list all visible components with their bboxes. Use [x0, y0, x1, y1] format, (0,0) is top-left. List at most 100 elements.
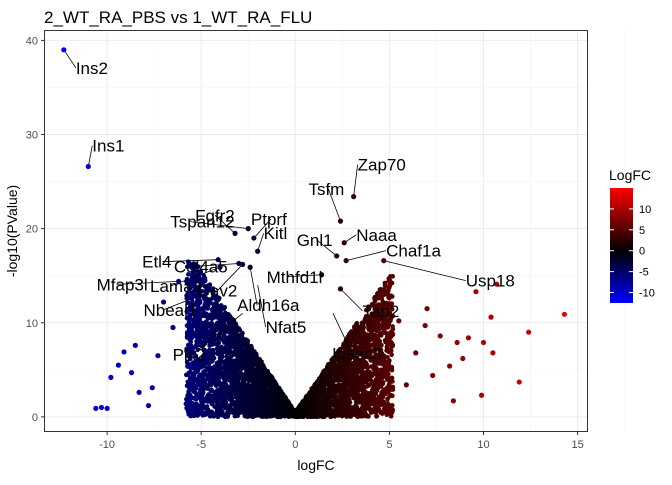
- cloud-point: [269, 376, 274, 381]
- data-point: [251, 235, 257, 241]
- cloud-point: [194, 413, 200, 418]
- cloud-point: [259, 396, 265, 402]
- cloud-point: [203, 320, 208, 326]
- cloud-point: [320, 414, 326, 420]
- cloud-point: [360, 380, 366, 386]
- cloud-point: [353, 403, 358, 409]
- cloud-point: [227, 374, 233, 379]
- cloud-point: [385, 312, 390, 317]
- data-point: [480, 339, 487, 346]
- cloud-point: [363, 360, 368, 365]
- cloud-point: [386, 376, 392, 381]
- cloud-point: [186, 320, 192, 325]
- cloud-point: [282, 400, 288, 405]
- cloud-point: [244, 355, 250, 360]
- leader-line: [383, 260, 466, 282]
- cloud-point: [334, 367, 339, 373]
- cloud-point: [389, 352, 394, 358]
- cloud-point: [213, 325, 218, 330]
- cloud-point: [215, 389, 221, 395]
- data-point: [424, 306, 430, 312]
- cloud-point: [185, 383, 191, 389]
- cloud-point: [301, 403, 307, 409]
- data-point: [132, 342, 138, 348]
- cloud-point: [205, 360, 210, 366]
- cloud-point: [320, 386, 326, 392]
- cloud-point: [266, 397, 272, 402]
- data-point: [403, 382, 409, 388]
- cloud-point: [341, 361, 347, 367]
- cloud-point: [205, 316, 211, 321]
- cloud-point: [196, 289, 201, 294]
- cloud-point: [195, 392, 201, 397]
- cloud-point: [223, 310, 228, 316]
- leader-line: [257, 233, 265, 252]
- cloud-point: [242, 406, 248, 412]
- cloud-point: [389, 344, 395, 349]
- cloud-point: [295, 411, 301, 416]
- data-point: [176, 278, 182, 284]
- cloud-point: [377, 369, 383, 375]
- cloud-point: [188, 339, 194, 345]
- cloud-point: [207, 297, 213, 302]
- gene-label: Fgfr2: [195, 206, 235, 225]
- data-point: [155, 353, 161, 359]
- cloud-point: [202, 305, 207, 310]
- leader-line: [214, 215, 236, 234]
- cloud-point: [260, 373, 265, 379]
- data-point: [104, 405, 110, 412]
- point-cloud: [183, 259, 396, 420]
- cloud-point: [340, 393, 345, 398]
- gene-label: Usp18: [466, 272, 515, 291]
- cloud-point: [313, 403, 318, 409]
- cloud-point: [316, 380, 322, 386]
- cloud-point: [382, 291, 388, 296]
- cloud-point: [247, 360, 253, 365]
- cloud-point: [194, 401, 199, 407]
- cloud-point: [188, 264, 194, 269]
- cloud-point: [200, 313, 205, 319]
- cloud-point: [345, 363, 351, 368]
- leader-line: [328, 188, 341, 222]
- cloud-point: [342, 403, 348, 409]
- cloud-point: [220, 401, 226, 406]
- cloud-point: [234, 328, 240, 334]
- cloud-point: [365, 365, 370, 370]
- cloud-point: [290, 413, 295, 419]
- cloud-point: [379, 350, 385, 356]
- cloud-point: [355, 379, 360, 384]
- cloud-point: [315, 387, 320, 393]
- cloud-point: [329, 357, 335, 363]
- cloud-point: [387, 305, 392, 310]
- cloud-point: [194, 321, 199, 326]
- cloud-point: [197, 308, 202, 313]
- cloud-point: [345, 334, 351, 339]
- leader-line: [87, 145, 93, 167]
- cloud-point: [219, 383, 225, 389]
- legend-ticks: 10 5 0 -5 -10: [610, 204, 655, 300]
- data-point: [121, 349, 127, 355]
- cloud-point: [387, 340, 393, 346]
- data-point: [479, 392, 485, 398]
- cloud-point: [184, 360, 190, 365]
- cloud-point: [186, 411, 191, 417]
- cloud-point: [355, 366, 360, 372]
- cloud-point: [390, 274, 396, 279]
- cloud-point: [389, 385, 395, 391]
- gene-label: Aldh16a: [237, 296, 300, 315]
- cloud-point: [225, 339, 231, 345]
- legend-tick-label: 0: [639, 246, 645, 258]
- cloud-point: [346, 406, 352, 411]
- cloud-point: [384, 336, 390, 342]
- cloud-point: [371, 321, 376, 327]
- leader-line: [193, 263, 239, 267]
- cloud-point: [222, 318, 228, 323]
- leader-line: [116, 280, 179, 285]
- cloud-point: [249, 372, 254, 378]
- cloud-point: [350, 348, 356, 353]
- data-point: [450, 398, 456, 404]
- cloud-point: [205, 372, 211, 378]
- cloud-point: [228, 362, 233, 368]
- cloud-point: [191, 316, 197, 322]
- data-point: [61, 47, 67, 53]
